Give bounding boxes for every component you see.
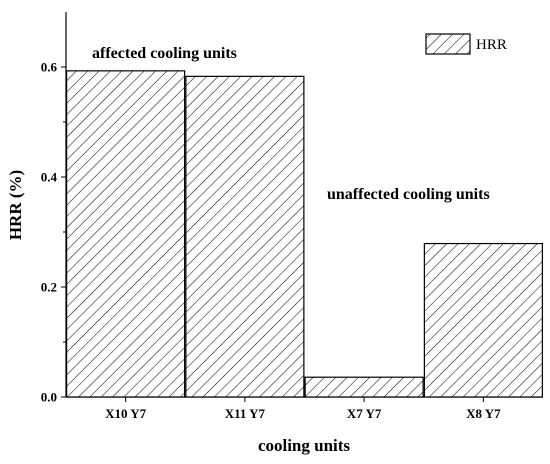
bar-x8-y7 <box>423 242 543 398</box>
x-axis-ticks: X10 Y7 X11 Y7 X7 Y7 X8 Y7 <box>105 397 501 421</box>
x-tick-label: X11 Y7 <box>225 406 266 421</box>
y-tick-label: 0.6 <box>41 60 58 75</box>
bar-x10-y7 <box>66 70 186 398</box>
bars-group <box>66 70 543 398</box>
annotation-unaffected: unaffected cooling units <box>327 186 490 203</box>
y-axis-ticks: 0.0 0.2 0.4 0.6 <box>41 60 66 405</box>
x-tick-label: X10 Y7 <box>105 406 147 421</box>
bar-x7-y7 <box>304 376 424 398</box>
legend: HRR <box>425 33 507 55</box>
legend-label: HRR <box>476 37 507 53</box>
y-axis-title: HRR (%) <box>6 170 25 240</box>
annotation-affected: affected cooling units <box>92 45 237 62</box>
y-tick-label: 0.2 <box>41 280 57 295</box>
bar-x11-y7 <box>185 75 305 398</box>
x-tick-label: X8 Y7 <box>466 406 501 421</box>
y-tick-label: 0.4 <box>41 170 58 185</box>
x-tick-label: X7 Y7 <box>347 406 382 421</box>
x-axis-title: cooling units <box>258 436 350 455</box>
y-tick-label: 0.0 <box>41 390 57 405</box>
legend-swatch <box>425 33 471 55</box>
